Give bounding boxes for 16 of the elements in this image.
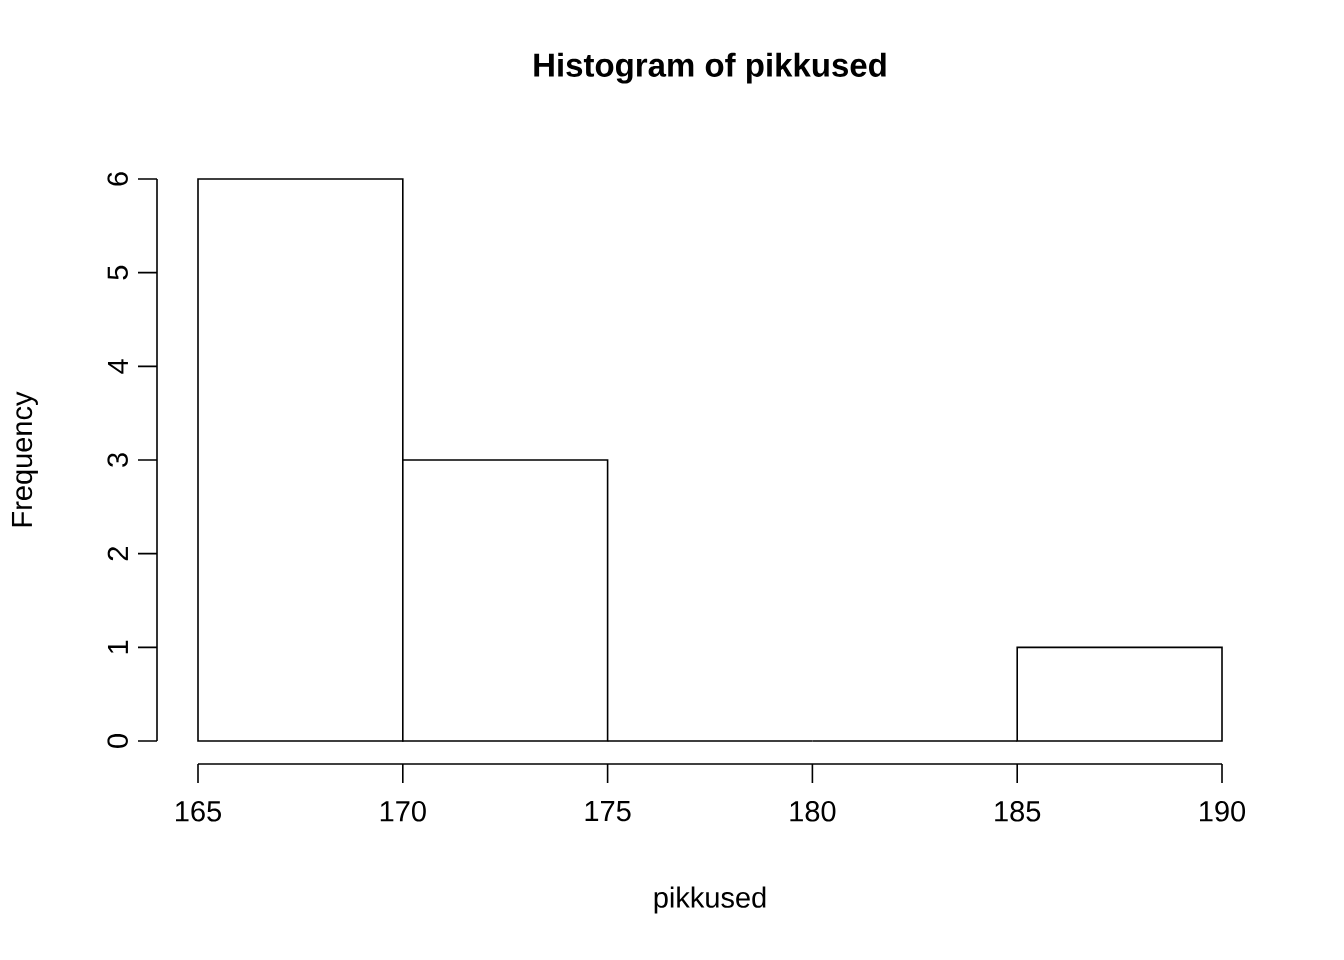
- x-tick-label: 175: [585, 801, 631, 822]
- y-tick-label: 4: [107, 359, 128, 374]
- y-axis-title: Frequency: [11, 391, 38, 527]
- x-tick-label: 190: [1200, 801, 1246, 822]
- x-tick-label: 180: [790, 801, 836, 822]
- y-tick-label: 3: [107, 453, 128, 467]
- y-tick-label: 2: [107, 547, 128, 561]
- y-tick-label: 5: [107, 265, 128, 280]
- y-tick-label: 1: [107, 640, 128, 654]
- x-tick-label: 165: [176, 801, 221, 822]
- x-axis-title: pikkused: [654, 886, 766, 914]
- y-tick-label: 6: [107, 172, 128, 186]
- chart-title: Histogram of pikkused: [534, 52, 886, 84]
- y-tick-label: 0: [107, 734, 128, 748]
- x-tick-label: 185: [995, 801, 1041, 822]
- x-tick-label: 170: [380, 801, 426, 822]
